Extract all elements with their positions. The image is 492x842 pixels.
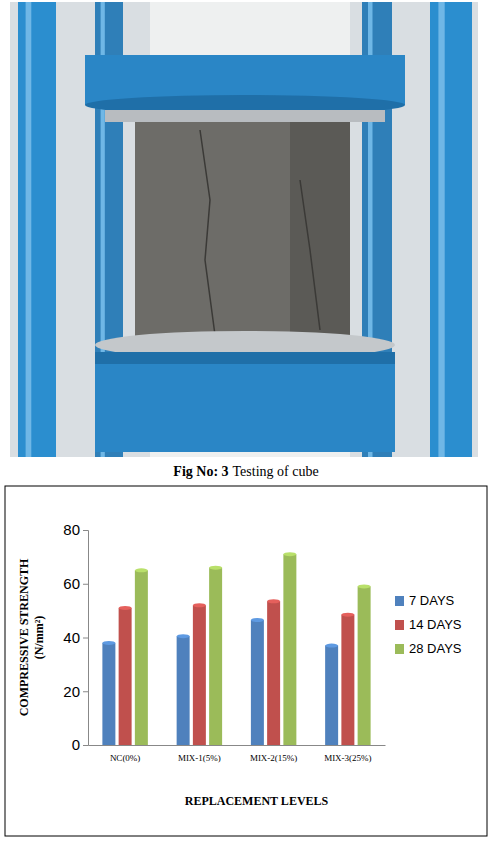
bar	[341, 615, 354, 745]
y-tick-mark	[83, 584, 88, 585]
legend: 7 DAYS 14 DAYS 28 DAYS	[395, 593, 462, 656]
bar	[209, 568, 222, 745]
y-axis-line	[83, 531, 89, 746]
y-tick: 0	[72, 736, 88, 753]
bar-top	[102, 641, 115, 645]
x-axis: NC(0%) MIX-1(5%) MIX-2(15%) MIX-3(25%)	[89, 746, 386, 763]
legend-label: 7 DAYS	[409, 593, 455, 608]
bottom-platen-shade	[95, 352, 395, 364]
x-axis-line	[89, 745, 386, 746]
cube-crack	[200, 130, 320, 335]
bar	[177, 636, 190, 745]
x-tick-label: MIX-1(5%)	[178, 753, 221, 763]
bar-top	[267, 599, 280, 603]
cube-side	[290, 122, 350, 337]
legend-swatch	[395, 620, 404, 630]
column-shine	[438, 2, 444, 457]
bar-top	[119, 606, 132, 610]
bar-top	[283, 552, 296, 556]
steel-plate	[105, 110, 385, 122]
photo-background	[10, 2, 478, 457]
bar-top	[341, 613, 354, 617]
legend-item: 28 DAYS	[395, 641, 462, 656]
bar	[102, 643, 115, 745]
bar	[135, 570, 148, 745]
legend-label: 14 DAYS	[409, 617, 462, 632]
bar-top	[209, 566, 222, 570]
bar-top	[177, 634, 190, 638]
x-tick: MIX-2(15%)	[250, 753, 298, 763]
bar-top	[358, 584, 371, 588]
y-axis: 0 20 40 60 80	[63, 521, 88, 753]
chart-frame	[5, 486, 487, 836]
bar-top	[251, 618, 264, 622]
x-tick: MIX-3(25%)	[324, 753, 372, 763]
y-tick-mark	[83, 638, 88, 639]
legend-item: 14 DAYS	[395, 617, 462, 632]
y-tick: 60	[63, 575, 88, 592]
bottom-platen	[95, 352, 395, 452]
y-tick-label: 40	[63, 629, 80, 646]
y-tick-label: 80	[63, 521, 80, 538]
x-axis-title: REPLACEMENT LEVELS	[185, 794, 329, 808]
caption-label: Fig No: 3	[173, 464, 228, 479]
y-tick-label: 0	[72, 736, 80, 753]
y-tick-mark	[83, 691, 88, 692]
y-axis-title: COMPRESSIVE STRENGTH(N/mm²)	[17, 558, 46, 716]
bar	[325, 646, 338, 745]
figure-caption: Fig No: 3 Testing of cube	[173, 464, 318, 479]
bars	[102, 552, 370, 745]
y-tick: 40	[63, 629, 88, 646]
legend-item: 7 DAYS	[395, 593, 455, 608]
bar	[283, 554, 296, 745]
y-tick: 20	[63, 683, 88, 700]
y-tick-mark	[83, 530, 88, 531]
legend-swatch	[395, 596, 404, 606]
x-tick-label: MIX-3(25%)	[324, 753, 372, 763]
bar-top	[135, 568, 148, 572]
legend-label: 28 DAYS	[409, 641, 462, 656]
y-tick-label: 20	[63, 683, 80, 700]
bar	[193, 605, 206, 745]
bar	[119, 608, 132, 745]
y-tick: 80	[63, 521, 88, 538]
bar-top	[325, 644, 338, 648]
bar	[251, 620, 264, 745]
x-tick: MIX-1(5%)	[178, 753, 221, 763]
y-tick-label: 60	[63, 575, 80, 592]
y-tick-mark	[83, 745, 88, 746]
column-shine	[26, 2, 32, 457]
caption-text: Testing of cube	[233, 464, 319, 479]
machine-column	[430, 2, 472, 457]
legend-swatch	[395, 644, 404, 654]
x-tick-label: NC(0%)	[110, 753, 141, 763]
photo	[10, 2, 478, 457]
bar	[267, 601, 280, 745]
bar-top	[193, 603, 206, 607]
bar	[358, 586, 371, 745]
cube	[135, 122, 350, 337]
x-tick-label: MIX-2(15%)	[250, 753, 298, 763]
x-tick: NC(0%)	[110, 753, 141, 763]
machine-column	[18, 2, 56, 457]
